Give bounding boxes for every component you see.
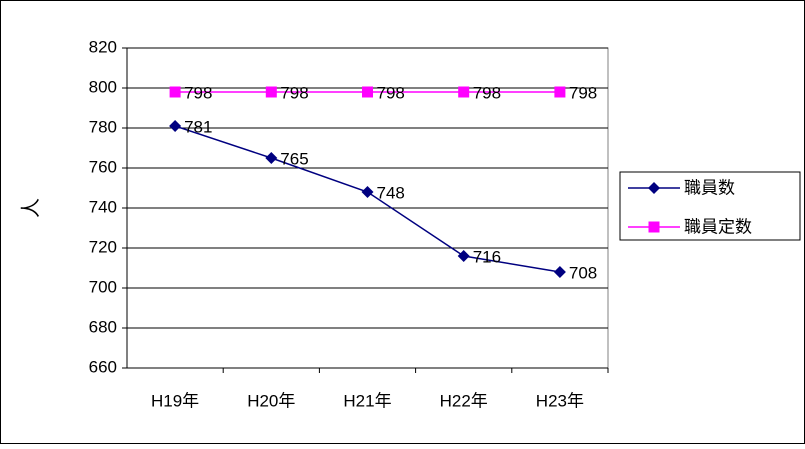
y-tick-label: 800 (89, 77, 117, 96)
marker (648, 221, 660, 233)
marker (553, 266, 566, 278)
marker (361, 186, 374, 198)
y-tick-label: 780 (89, 117, 117, 136)
y-tick-label: 660 (89, 357, 117, 376)
marker (554, 86, 566, 98)
y-tick-label: 760 (89, 157, 117, 176)
data-label: 781 (184, 117, 212, 136)
y-axis-label: 人 (19, 198, 42, 218)
marker (362, 86, 373, 98)
marker (169, 86, 181, 98)
marker (169, 120, 182, 132)
y-tick-label: 700 (89, 277, 117, 296)
x-tick-label: H23年 (536, 391, 584, 410)
data-label: 798 (377, 83, 405, 102)
data-label: 798 (473, 83, 501, 102)
data-label: 708 (569, 263, 597, 282)
marker (648, 182, 660, 194)
marker (265, 86, 277, 98)
y-tick-label: 720 (89, 237, 117, 256)
marker (265, 152, 278, 164)
data-label: 798 (184, 83, 212, 102)
y-tick-label: 680 (89, 317, 117, 336)
x-tick-label: H21年 (343, 391, 391, 410)
data-label: 798 (569, 83, 597, 102)
x-tick-label: H22年 (440, 391, 488, 410)
legend-label: 職員数 (684, 178, 735, 197)
x-tick-label: H20年 (247, 391, 295, 410)
data-label: 716 (473, 247, 501, 266)
data-label: 748 (377, 183, 405, 202)
y-tick-label: 820 (89, 37, 117, 56)
legend-label: 職員定数 (684, 217, 752, 236)
data-label: 765 (280, 149, 308, 168)
data-label: 798 (280, 83, 308, 102)
y-tick-label: 740 (89, 197, 117, 216)
marker (458, 86, 470, 98)
x-tick-label: H19年 (151, 391, 199, 410)
marker (457, 250, 470, 262)
